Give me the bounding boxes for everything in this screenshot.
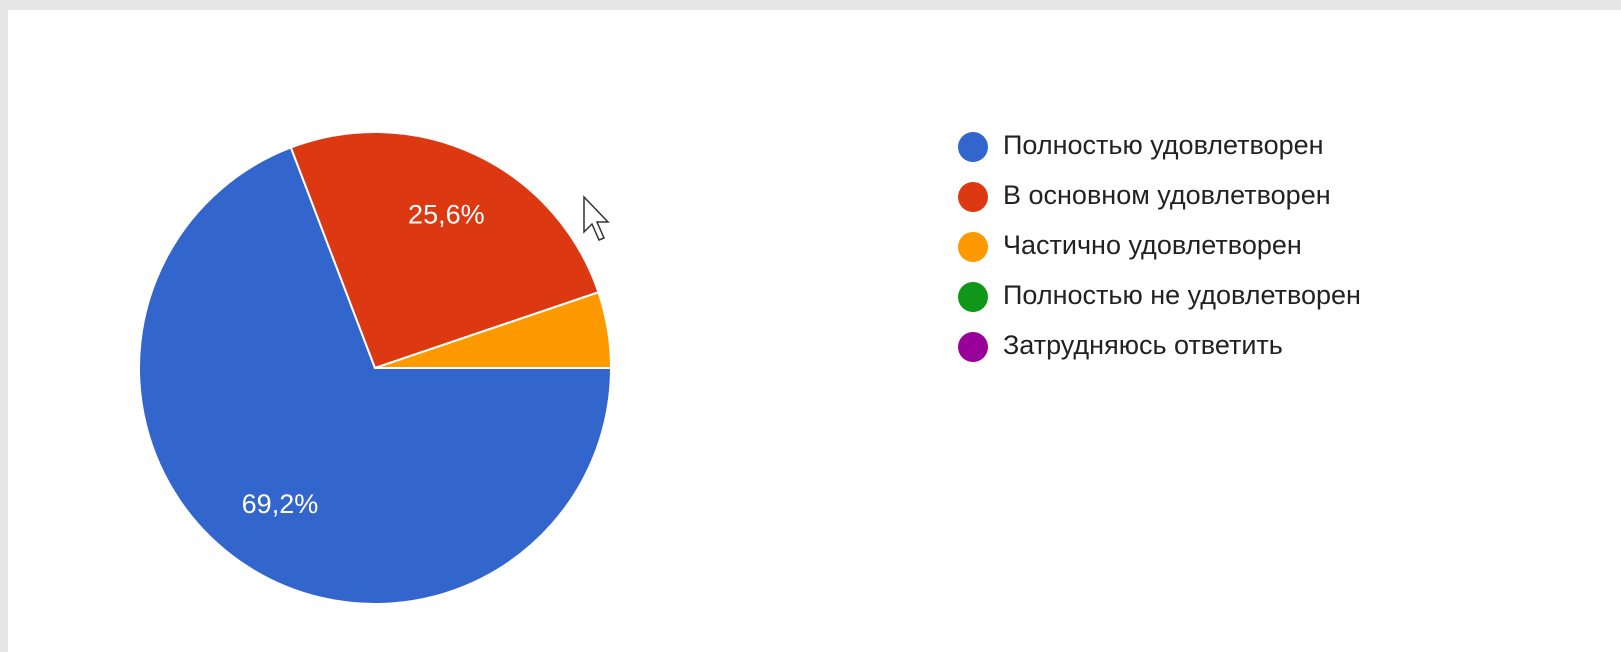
pie-slice — [289, 131, 600, 370]
slice-label: 69,2% — [242, 489, 319, 519]
pie-slice — [374, 290, 613, 369]
pie-slice — [138, 146, 613, 605]
legend-label: В основном удовлетворен — [1003, 180, 1331, 210]
legend-label: Частично удовлетворен — [1003, 230, 1302, 260]
legend-swatch — [958, 332, 988, 362]
legend-label: Затрудняюсь ответить — [1003, 330, 1283, 360]
legend-swatch — [958, 182, 988, 212]
legend-swatch — [958, 132, 988, 162]
legend-swatch — [958, 232, 988, 262]
cursor — [583, 195, 610, 241]
legend-label: Полностью удовлетворен — [1003, 130, 1324, 160]
legend-swatch — [958, 282, 988, 312]
slice-label: 25,6% — [408, 200, 485, 230]
legend-label: Полностью не удовлетворен — [1003, 280, 1361, 310]
